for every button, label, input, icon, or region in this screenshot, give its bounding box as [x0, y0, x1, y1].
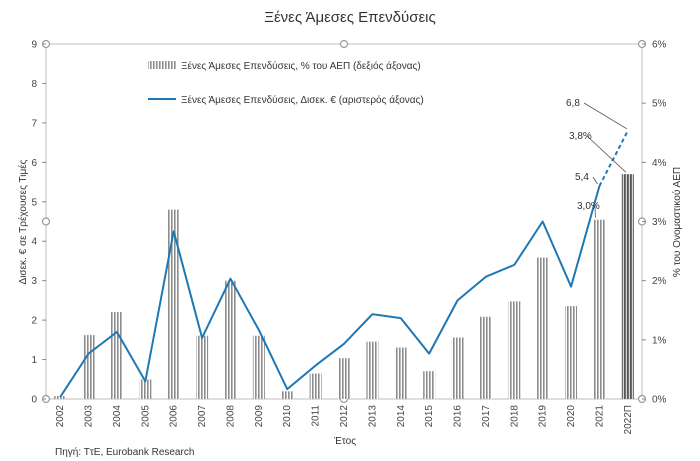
anno-bar-2022-leader: [586, 135, 627, 173]
left-tick-label: 2: [31, 316, 37, 327]
left-axis-label: Δισεκ. € σε Τρέχουσες Τιμές: [17, 159, 29, 284]
x-tick-label: 2019: [538, 405, 549, 428]
bar-2004: [110, 312, 123, 399]
x-tick-label: 2018: [509, 405, 520, 428]
anno-line-2022-leader: [583, 102, 628, 130]
bar-2008: [224, 280, 237, 399]
bar-2012: [338, 358, 350, 399]
bar-2005: [139, 379, 152, 399]
left-tick-label: 9: [31, 40, 37, 51]
x-tick-label: 2011: [311, 405, 322, 427]
bar-2020: [565, 306, 578, 399]
bar-2010: [281, 391, 294, 399]
right-tick-label: 4%: [652, 158, 667, 169]
bar-2014: [394, 347, 407, 399]
line-series: [59, 130, 629, 398]
left-tick-label: 6: [31, 158, 37, 169]
bar-2018: [508, 301, 521, 399]
left-tick-label: 1: [31, 355, 37, 366]
x-tick-label: 2005: [140, 405, 151, 428]
x-tick-label: 2007: [197, 405, 208, 428]
line-series-projection: [598, 130, 629, 187]
left-tick-label: 8: [31, 79, 37, 90]
x-tick-label: 2020: [566, 405, 577, 428]
right-tick-label: 6%: [652, 40, 667, 51]
line-series-solid: [59, 185, 601, 398]
x-tick-label: 2014: [396, 405, 407, 428]
x-tick-label: 2006: [169, 405, 180, 428]
bar-2013: [366, 341, 379, 399]
anno-line-2022: 6,8: [566, 98, 580, 109]
frame-handle: [339, 39, 349, 49]
x-tick-label: 2009: [254, 405, 265, 428]
x-tick-label: 2016: [453, 405, 464, 428]
x-tick-label: 2004: [112, 405, 123, 428]
left-tick-label: 4: [31, 237, 37, 248]
right-tick-label: 2%: [652, 276, 667, 287]
right-tick-label: 1%: [652, 335, 667, 346]
legend-line-label: Ξένες Άμεσες Επενδύσεις, Δισεκ. € (αριστ…: [181, 94, 424, 106]
x-tick-label: 2022Π: [623, 405, 634, 434]
right-axis-label: % του Ονομαστικού ΑΕΠ: [671, 167, 683, 277]
chart-title: Ξένες Άμεσες Επενδύσεις: [264, 9, 435, 26]
anno-line-2021: 5,4: [575, 172, 589, 183]
bar-2017: [479, 316, 492, 399]
x-tick-label: 2017: [481, 405, 492, 428]
bar-2016: [451, 337, 464, 399]
bar-2007: [196, 335, 209, 399]
legend: Ξένες Άμεσες Επενδύσεις, % του ΑΕΠ (δεξι…: [148, 60, 424, 106]
anno-line-2021-leader: [592, 176, 598, 185]
bar-2009: [252, 335, 265, 399]
source-note: Πηγή: ΤτΕ, Eurobank Research: [55, 446, 194, 458]
legend-bar-swatch: [148, 61, 176, 69]
right-axis-ticks: 0% 1% 2% 3% 4% 5% 6%: [642, 40, 667, 406]
left-tick-label: 5: [31, 197, 37, 208]
left-tick-label: 0: [31, 395, 37, 406]
bar-2021: [593, 219, 606, 399]
x-tick-label: 2002: [55, 405, 66, 428]
bar-series: [54, 174, 634, 399]
right-tick-label: 0%: [652, 395, 667, 406]
left-axis-ticks: 0 1 2 3 4 5 6 7 8 9: [31, 40, 46, 406]
bar-2022Π: [621, 174, 634, 399]
x-tick-label: 2021: [594, 405, 605, 428]
anno-bar-2022: 3,8%: [569, 131, 592, 142]
x-tick-label: 2008: [225, 405, 236, 428]
x-axis-label: Έτος: [333, 436, 356, 447]
bar-2011: [309, 373, 322, 399]
right-tick-label: 3%: [652, 217, 667, 228]
x-tick-label: 2010: [282, 405, 293, 428]
legend-bar-label: Ξένες Άμεσες Επενδύσεις, % του ΑΕΠ (δεξι…: [181, 60, 421, 72]
x-tick-label: 2015: [424, 405, 435, 428]
bar-2015: [423, 371, 436, 399]
annotations: 6,8 3,8% 5,4 3,0%: [566, 98, 628, 218]
x-tick-label: 2013: [367, 405, 378, 428]
frame-handle: [41, 217, 51, 226]
x-tick-label: 2003: [84, 405, 95, 428]
left-tick-label: 7: [31, 118, 37, 129]
bar-2003: [82, 335, 95, 399]
left-tick-label: 3: [31, 276, 37, 287]
anno-bar-2021: 3,0%: [577, 201, 600, 212]
bar-2019: [536, 257, 549, 399]
right-tick-label: 5%: [652, 99, 667, 110]
bar-2006: [167, 209, 180, 399]
bar-2002: [54, 396, 67, 399]
x-tick-label: 2012: [339, 405, 350, 428]
x-axis-ticks: 2002 2003 2004 2005 2006 2007 2008 2009 2010 2011…: [55, 405, 634, 435]
